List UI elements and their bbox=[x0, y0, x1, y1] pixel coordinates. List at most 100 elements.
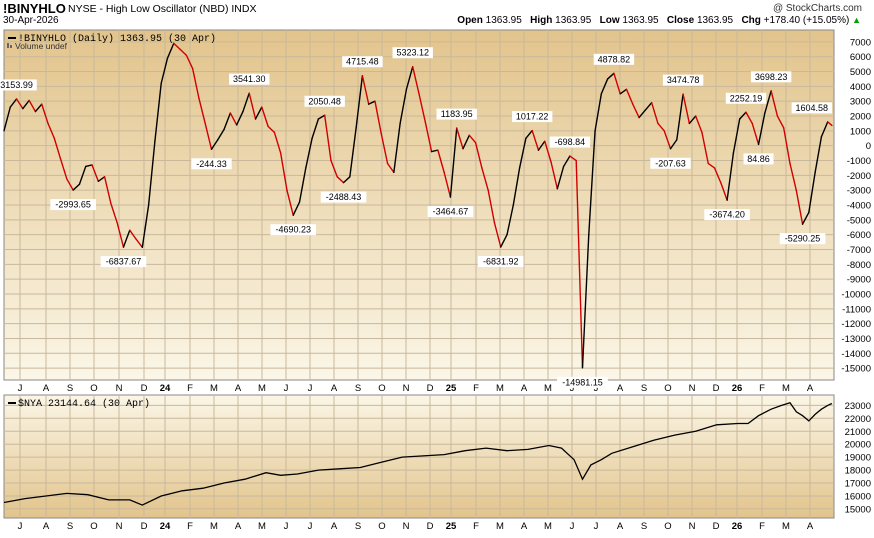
peak-label: 3153.99 bbox=[0, 80, 33, 90]
close-value: 1363.95 bbox=[696, 15, 734, 26]
ohlc-quote: Open 1363.95 High 1363.95 Low 1363.95 Cl… bbox=[457, 15, 861, 26]
osc-line-segment bbox=[544, 140, 552, 163]
osc-line-segment bbox=[129, 229, 137, 240]
up-arrow-icon: ▲ bbox=[852, 15, 861, 25]
osc-line-segment bbox=[254, 106, 263, 120]
peak-label: -207.63 bbox=[655, 158, 686, 168]
nya-panel: 23000 22000 21000 20000 19000 18000 1700016000… bbox=[3, 394, 871, 532]
x-tick-label: N bbox=[403, 383, 410, 394]
volume-icon bbox=[10, 45, 12, 48]
peak-label-box bbox=[750, 71, 792, 83]
osc-line-segment bbox=[386, 162, 395, 174]
x-tick-label: A bbox=[521, 383, 528, 394]
y-tick-label: 7000 bbox=[850, 37, 871, 48]
y-tick-label: -1000 bbox=[847, 156, 871, 167]
x-tick-label: J bbox=[308, 521, 313, 532]
x-tick-label: O bbox=[378, 383, 385, 394]
osc-line-segment bbox=[305, 137, 313, 169]
x-tick-label: O bbox=[664, 383, 671, 394]
x-tick-label: J bbox=[284, 521, 289, 532]
osc-line-segment bbox=[41, 103, 49, 125]
osc-line-segment bbox=[261, 106, 269, 128]
osc-line-segment bbox=[53, 137, 62, 160]
peak-label: 84.86 bbox=[747, 154, 770, 164]
osc-line-segment bbox=[147, 140, 156, 206]
x-tick-label: S bbox=[67, 521, 73, 532]
osc-line-segment bbox=[342, 176, 351, 184]
x-tick-label: N bbox=[689, 383, 696, 394]
open-label: Open bbox=[457, 15, 483, 26]
osc-line-segment bbox=[279, 152, 288, 191]
osc-line-segment bbox=[625, 88, 634, 105]
osc-line-segment bbox=[405, 66, 414, 91]
chart-date: 30-Apr-2026 bbox=[3, 15, 59, 26]
copyright-text: @ StockCharts.com bbox=[772, 3, 862, 14]
x-tick-label: F bbox=[187, 383, 193, 394]
y-tick-label: -2000 bbox=[847, 171, 871, 182]
x-tick-label: J bbox=[308, 383, 313, 394]
peak-label-box bbox=[557, 376, 608, 388]
osc-line-segment bbox=[657, 122, 665, 132]
x-tick-label: N bbox=[116, 383, 123, 394]
x-tick-label: J bbox=[18, 521, 23, 532]
osc-line-segment bbox=[707, 162, 716, 169]
x-tick-label: A bbox=[521, 521, 528, 532]
y-tick-label: -11000 bbox=[842, 304, 871, 315]
x-tick-label: O bbox=[90, 521, 97, 532]
peak-label-box bbox=[100, 256, 147, 268]
peak-label-box bbox=[650, 157, 691, 169]
osc-line-segment bbox=[380, 133, 389, 165]
osc-line-segment bbox=[827, 121, 833, 127]
osc-line-segment bbox=[456, 127, 464, 150]
osc-line-segment bbox=[588, 130, 596, 236]
x-tick-label: F bbox=[473, 383, 479, 394]
osc-line-segment bbox=[437, 149, 445, 174]
x-tick-label: F bbox=[187, 521, 193, 532]
peak-label-box bbox=[779, 233, 826, 245]
osc-line-segment bbox=[141, 204, 150, 248]
peak-label-box bbox=[0, 79, 37, 91]
osc-line-segment bbox=[518, 137, 527, 169]
osc-line-segment bbox=[210, 139, 219, 151]
osc-line-segment bbox=[267, 125, 276, 134]
volume-note: Volume undef bbox=[15, 41, 68, 51]
osc-line-segment bbox=[688, 115, 697, 125]
x-tick-label: D bbox=[141, 521, 148, 532]
low-label: Low bbox=[599, 15, 620, 26]
osc-line-segment bbox=[374, 100, 382, 135]
osc-line-segment bbox=[613, 72, 621, 95]
peak-label: -6837.67 bbox=[106, 257, 142, 267]
symbol-title: !BINYHLO bbox=[3, 1, 66, 16]
peak-label: -5290.25 bbox=[785, 234, 821, 244]
osc-line-segment bbox=[638, 109, 647, 119]
osc-line-segment bbox=[694, 115, 703, 134]
osc-line-segment bbox=[361, 75, 370, 105]
osc-line-segment bbox=[443, 171, 452, 198]
osc-line-segment bbox=[22, 99, 30, 110]
osc-line-segment bbox=[72, 183, 81, 191]
peak-label: -2993.65 bbox=[55, 200, 91, 210]
osc-line-segment bbox=[789, 162, 797, 191]
osc-line-segment bbox=[713, 167, 722, 184]
x-tick-label: A bbox=[617, 521, 624, 532]
x-tick-label: M bbox=[210, 383, 218, 394]
peak-label-box bbox=[593, 53, 635, 65]
osc-line-segment bbox=[820, 121, 829, 138]
x-tick-label: 25 bbox=[446, 521, 457, 532]
peak-label: 2252.19 bbox=[730, 93, 763, 103]
x-tick-label: J bbox=[594, 521, 599, 532]
x-tick-label: N bbox=[689, 521, 696, 532]
y-tick-label: -13000 bbox=[841, 334, 871, 345]
osc-line-segment bbox=[399, 88, 408, 125]
osc-line-segment bbox=[487, 189, 496, 224]
y-tick-label: 17000 bbox=[845, 479, 871, 490]
x-tick-label: S bbox=[355, 383, 361, 394]
x-tick-label: A bbox=[235, 521, 242, 532]
x-tick-label: A bbox=[807, 521, 814, 532]
x-tick-label: D bbox=[141, 383, 148, 394]
x-tick-label: F bbox=[759, 383, 765, 394]
osc-line-segment bbox=[217, 128, 225, 141]
osc-line-segment bbox=[669, 139, 678, 150]
low-value: 1363.95 bbox=[622, 15, 659, 26]
